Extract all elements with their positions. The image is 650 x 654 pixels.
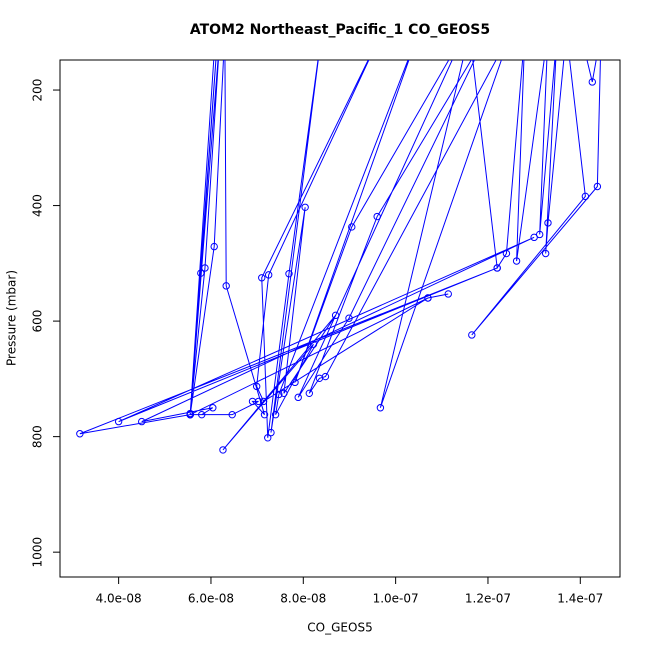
- data-point: [581, 192, 590, 201]
- data-point: [228, 410, 236, 419]
- data-line: [79, 60, 601, 451]
- x-tick-label: 1.4e-07: [557, 592, 603, 606]
- data-point: [219, 446, 227, 454]
- data-point: [305, 389, 313, 398]
- y-tick-label: 800: [31, 425, 45, 448]
- data-point: [309, 340, 318, 348]
- data-point: [186, 410, 194, 419]
- data-point: [535, 230, 544, 239]
- data-point: [373, 212, 381, 221]
- data-point: [210, 242, 218, 251]
- data-point: [493, 264, 501, 272]
- data-point: [264, 271, 273, 279]
- plot-area: [76, 60, 602, 454]
- data-point: [345, 314, 353, 322]
- x-tick-label: 6.0e-08: [188, 592, 234, 606]
- data-point: [209, 404, 217, 412]
- y-tick-label: 400: [31, 194, 45, 217]
- x-tick-label: 8.0e-08: [280, 592, 326, 606]
- x-tick-label: 4.0e-08: [96, 592, 142, 606]
- data-point: [254, 397, 263, 406]
- data-point: [541, 249, 550, 258]
- data-point: [222, 282, 230, 290]
- data-point: [267, 428, 275, 437]
- data-point: [201, 264, 209, 272]
- data-point: [468, 331, 476, 339]
- data-point: [260, 410, 269, 419]
- y-tick-label: 600: [31, 310, 45, 333]
- data-point: [593, 182, 602, 191]
- data-point: [544, 219, 552, 227]
- data-point: [321, 372, 330, 381]
- data-point: [258, 274, 266, 282]
- data-point: [512, 257, 521, 265]
- data-point: [198, 410, 206, 419]
- data-point: [271, 410, 280, 419]
- data-point: [588, 78, 597, 86]
- data-point: [376, 404, 385, 412]
- data-point: [331, 311, 340, 320]
- data-point: [348, 223, 356, 231]
- data-point: [444, 290, 452, 298]
- x-axis-label: CO_GEOS5: [307, 621, 372, 635]
- data-point: [502, 249, 511, 258]
- y-tick-label: 1000: [31, 537, 45, 568]
- data-point: [197, 269, 205, 277]
- data-point: [76, 430, 84, 438]
- data-point: [280, 389, 288, 398]
- y-axis-label: Pressure (mbar): [5, 270, 19, 366]
- data-point: [259, 397, 268, 406]
- x-tick-label: 1.0e-07: [373, 592, 419, 606]
- data-point: [264, 434, 272, 442]
- data-point: [301, 203, 309, 212]
- y-tick-label: 200: [31, 79, 45, 102]
- x-tick-label: 1.2e-07: [465, 592, 511, 606]
- data-point: [114, 417, 123, 426]
- data-point: [294, 393, 302, 402]
- chart-title: ATOM2 Northeast_Pacific_1 CO_GEOS5: [190, 22, 490, 38]
- data-point: [291, 378, 299, 387]
- data-point: [424, 294, 432, 302]
- plot-frame: [59, 59, 621, 578]
- data-point: [285, 270, 293, 278]
- data-point: [530, 233, 538, 242]
- data-point: [252, 382, 261, 391]
- data-point: [138, 417, 146, 426]
- data-point: [275, 390, 283, 399]
